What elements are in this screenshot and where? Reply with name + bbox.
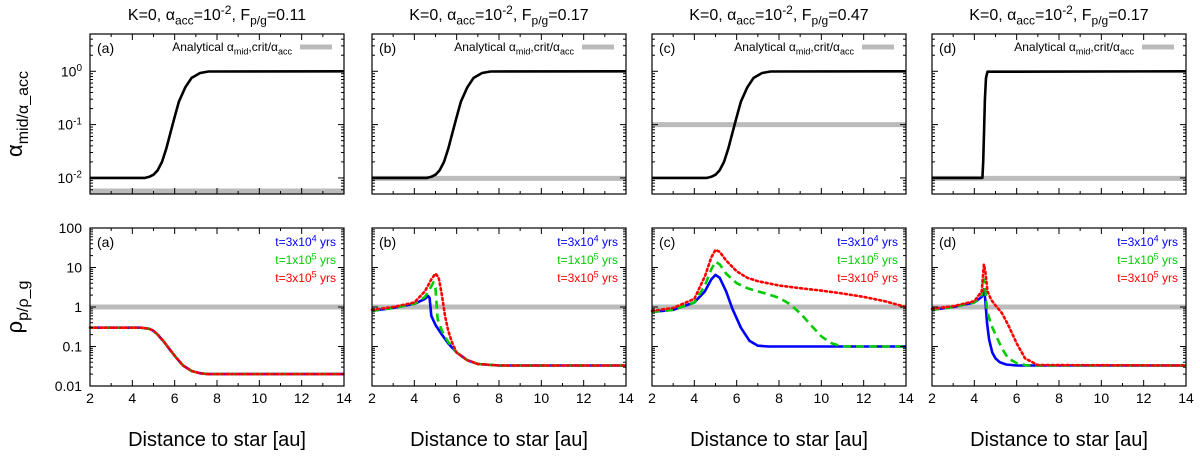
panel-title: K=0, αacc=10-2, Fp/g=0.47 xyxy=(689,3,869,28)
legend-label: t=1x105 yrs xyxy=(275,251,336,267)
plot-frame xyxy=(651,33,907,195)
x-tick-label: 12 xyxy=(294,390,310,406)
series-line xyxy=(90,326,344,376)
y-tick-label: 100 xyxy=(59,220,83,236)
series-line xyxy=(371,281,626,367)
plot-frame xyxy=(371,33,627,195)
legend-label: t=3x105 yrs xyxy=(275,269,336,285)
x-tick-label: 8 xyxy=(213,390,221,406)
y-tick-label: 0.01 xyxy=(55,378,82,394)
series-line xyxy=(932,70,1187,180)
legend-label: t=3x104 yrs xyxy=(837,233,898,249)
x-tick-label: 14 xyxy=(336,390,352,406)
legend-label: Analytical αmid,crit/αacc xyxy=(734,40,854,56)
series-line xyxy=(650,248,908,313)
series-line xyxy=(931,278,1186,367)
y-tick-label: 0.1 xyxy=(63,339,83,355)
x-tick-label: 4 xyxy=(970,390,978,406)
legend-label: Analytical αmid,crit/αacc xyxy=(172,40,292,56)
x-tick-label: 2 xyxy=(928,390,936,406)
panel-top-d: (d) K=0, αacc=10-2, Fp/g=0.17 Analytical α… xyxy=(931,3,1187,195)
panel-label: (c) xyxy=(659,234,675,250)
series-line xyxy=(372,70,627,180)
x-tick-label: 12 xyxy=(856,390,872,406)
legend-label: t=3x105 yrs xyxy=(557,269,618,285)
plot-frame xyxy=(931,33,1187,195)
series-line xyxy=(88,326,346,376)
y-axis-label: ρp/ρ_g xyxy=(2,281,32,334)
panel-top-b: (b) K=0, αacc=10-2, Fp/g=0.17 Analytical α… xyxy=(371,3,627,195)
y-tick-label: 10-1 xyxy=(58,116,83,132)
x-tick-label: 12 xyxy=(576,390,592,406)
panel-bottom-b: 2 4 6 8 10 12 14 (b) t=3x104 yrs t=1x105 yrs t=3x1… xyxy=(368,227,634,451)
panel-label: (d) xyxy=(939,40,956,56)
x-tick-label: 2 xyxy=(86,390,94,406)
x-axis-label: Distance to star [au] xyxy=(128,429,306,451)
plot-frame xyxy=(89,33,345,195)
panel-title: K=0, αacc=10-2, Fp/g=0.17 xyxy=(969,3,1149,28)
x-tick-label: 4 xyxy=(128,390,136,406)
legend-label: t=3x104 yrs xyxy=(1117,233,1178,249)
panel-label: (b) xyxy=(379,234,396,250)
panel-title: K=0, αacc=10-2, Fp/g=0.11 xyxy=(128,3,306,28)
x-tick-label: 6 xyxy=(733,390,741,406)
panel-label: (b) xyxy=(379,40,396,56)
panel-label: (c) xyxy=(659,40,675,56)
panel-label: (d) xyxy=(939,234,956,250)
series-line xyxy=(90,70,345,180)
x-tick-label: 14 xyxy=(618,390,634,406)
panel-bottom-c: 2 4 6 8 10 12 14 (c) t=3x104 yrs t=1x105 yrs t=3x1… xyxy=(648,227,914,451)
x-axis-label: Distance to star [au] xyxy=(690,429,868,451)
x-tick-label: 10 xyxy=(252,390,268,406)
x-tick-label: 2 xyxy=(368,390,376,406)
legend-label: t=1x105 yrs xyxy=(557,251,618,267)
y-tick-label: 10 xyxy=(66,260,82,276)
x-tick-label: 6 xyxy=(1013,390,1021,406)
legend-label: Analytical αmid,crit/αacc xyxy=(1014,40,1134,56)
legend-label: t=1x105 yrs xyxy=(837,251,898,267)
panel-title: K=0, αacc=10-2, Fp/g=0.17 xyxy=(409,3,589,28)
legend-label: t=3x104 yrs xyxy=(557,233,618,249)
y-axis-label: αmid/α_acc xyxy=(2,71,32,157)
panel-label: (a) xyxy=(97,234,114,250)
panel-label: (a) xyxy=(97,40,114,56)
x-tick-label: 10 xyxy=(534,390,550,406)
panel-top-c: (c) K=0, αacc=10-2, Fp/g=0.47 Analytical α… xyxy=(651,3,907,195)
series-line xyxy=(90,326,344,376)
series-line xyxy=(930,263,1188,367)
series-line xyxy=(652,70,907,180)
x-tick-label: 12 xyxy=(1136,390,1152,406)
x-axis-label: Distance to star [au] xyxy=(970,429,1148,451)
x-tick-label: 4 xyxy=(690,390,698,406)
legend-label: Analytical αmid,crit/αacc xyxy=(454,40,574,56)
series-line xyxy=(370,272,628,367)
series-line xyxy=(931,287,1186,367)
legend-label: t=3x105 yrs xyxy=(1117,269,1178,285)
legend-label: t=3x105 yrs xyxy=(837,269,898,285)
x-tick-label: 8 xyxy=(775,390,783,406)
panel-bottom-d: 2 4 6 8 10 12 14 (d) t=3x104 yrs t=1x105 yrs t=3x1… xyxy=(928,227,1194,451)
y-tick-label: 1 xyxy=(74,299,82,315)
x-tick-label: 6 xyxy=(453,390,461,406)
y-tick-label: 100 xyxy=(61,63,83,79)
x-tick-label: 8 xyxy=(1055,390,1063,406)
y-tick-label: 10-2 xyxy=(58,170,83,186)
x-tick-label: 10 xyxy=(1094,390,1110,406)
series-line xyxy=(651,260,906,348)
legend-label: t=3x104 yrs xyxy=(275,233,336,249)
x-axis-label: Distance to star [au] xyxy=(410,429,588,451)
x-tick-label: 10 xyxy=(814,390,830,406)
x-tick-label: 14 xyxy=(898,390,914,406)
legend-label: t=1x105 yrs xyxy=(1117,251,1178,267)
x-tick-label: 2 xyxy=(648,390,656,406)
series-line xyxy=(651,273,906,348)
x-tick-label: 8 xyxy=(495,390,503,406)
x-tick-label: 14 xyxy=(1178,390,1194,406)
x-tick-label: 6 xyxy=(171,390,179,406)
x-tick-label: 4 xyxy=(410,390,418,406)
panel-bottom-a: 2 4 6 8 10 12 14 0.01 0.1 1 10 100 (a) t=3x104 yrs t=1… xyxy=(2,220,352,451)
panel-top-a: 10-2 10-1 100 (a) K=0, αacc=10-2, Fp/g=0.11 A… xyxy=(2,3,345,195)
